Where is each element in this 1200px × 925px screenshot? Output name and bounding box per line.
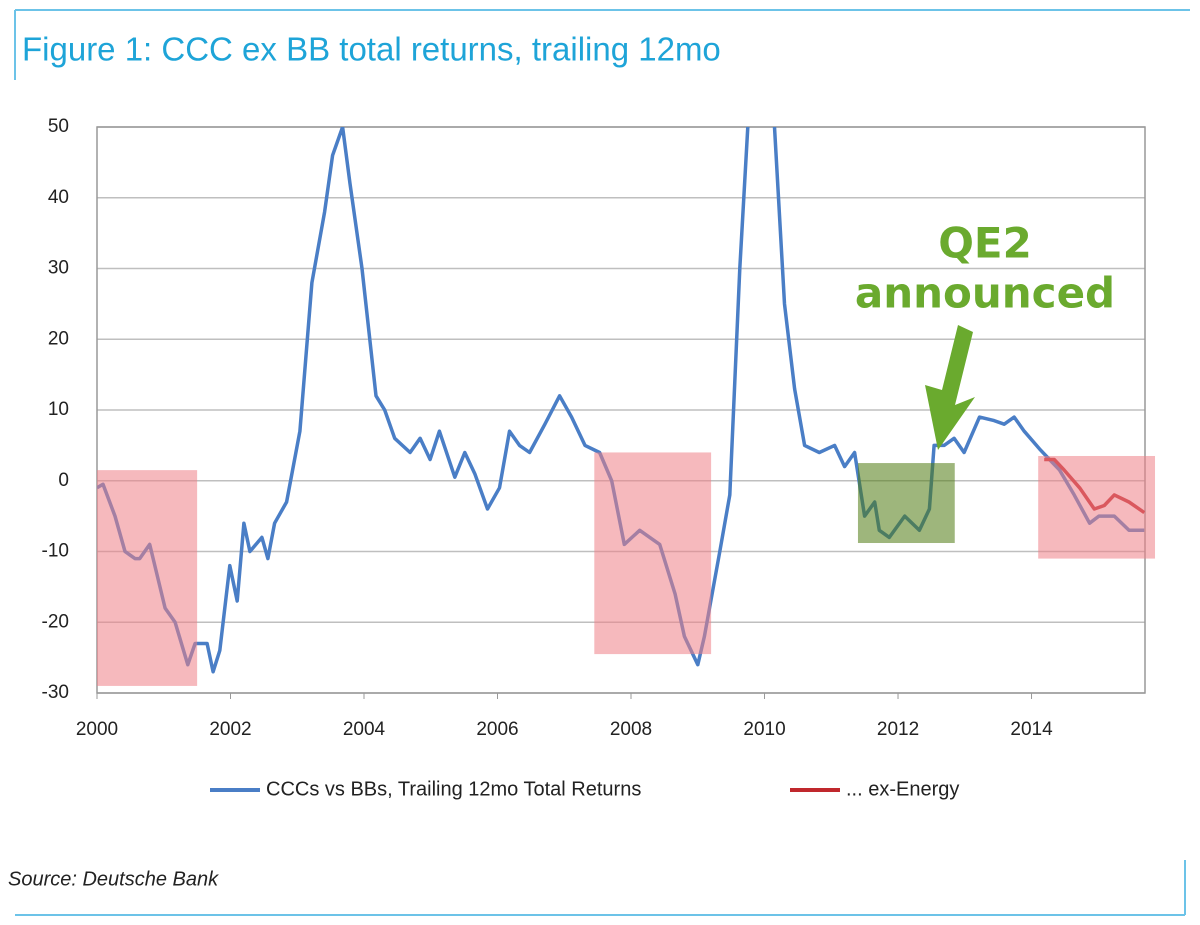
y-tick-label: 30 xyxy=(48,258,69,279)
x-tick-label: 2006 xyxy=(476,719,518,740)
y-tick-label: 0 xyxy=(58,470,69,491)
x-tick-label: 2008 xyxy=(610,719,652,740)
y-tick-label: 20 xyxy=(48,328,69,349)
annotation-arrow xyxy=(925,325,975,450)
shaded-region xyxy=(594,452,712,655)
y-tick-label: -10 xyxy=(42,541,69,562)
x-tick-label: 2010 xyxy=(743,719,785,740)
source: Source: Deutsche Bank xyxy=(8,868,219,890)
x-tick-label: 2014 xyxy=(1010,719,1053,740)
y-tick-label: -20 xyxy=(42,611,69,632)
shaded-region xyxy=(97,470,198,686)
x-tick-label: 2002 xyxy=(209,719,251,740)
plot-border xyxy=(96,126,1146,694)
plot-area: -30 -20 -10 0 10 20 30 40 50 2000 2002 2004 2006 2008… xyxy=(42,116,1156,800)
y-tick-label: -30 xyxy=(42,682,69,703)
legend-label: CCCs vs BBs, Trailing 12mo Total Returns xyxy=(266,778,641,800)
annotation: QE2 xyxy=(938,219,1032,268)
chart-title: Figure 1: CCC ex BB total returns, trail… xyxy=(22,31,721,68)
y-tick-label: 50 xyxy=(48,116,69,137)
y-tick-label: 40 xyxy=(48,187,69,208)
shaded-region xyxy=(1038,455,1156,559)
x-tick-label: 2012 xyxy=(877,719,919,740)
y-tick-label: 10 xyxy=(48,399,69,420)
annotation: announced xyxy=(855,269,1115,318)
x-tick-label: 2004 xyxy=(343,719,386,740)
series-line xyxy=(97,127,1145,674)
legend-label: ... ex-Energy xyxy=(846,778,959,800)
shaded-region xyxy=(857,463,955,544)
x-tick-label: 2000 xyxy=(76,719,118,740)
